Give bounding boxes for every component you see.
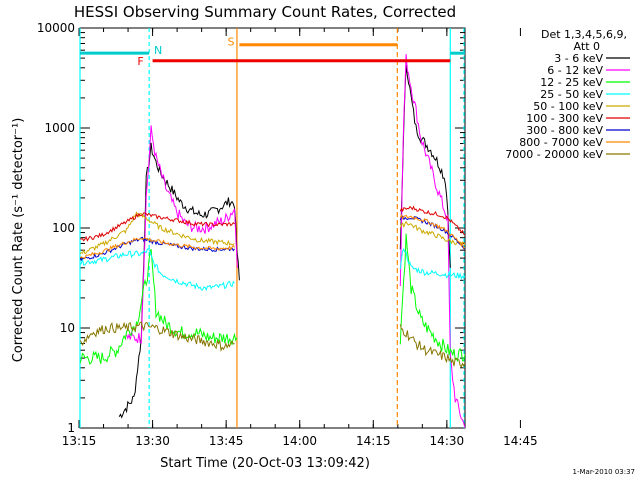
legend-header-line2: Att 0 [574, 40, 600, 53]
series-line [399, 233, 465, 363]
flag-label: F [137, 55, 143, 68]
y-axis-label: Corrected Count Rate (s⁻¹ detector⁻¹) [11, 118, 26, 363]
y-tick-label: 1000 [44, 121, 75, 135]
legend-entry-label: 300 - 800 keV [526, 124, 603, 137]
x-tick-label: 13:45 [209, 434, 244, 448]
legend-entry-label: 3 - 6 keV [554, 52, 603, 65]
series-line [80, 321, 235, 353]
y-tick-label: 10000 [37, 21, 75, 35]
series-line [399, 64, 451, 268]
series-line [80, 248, 235, 292]
legend-entry-label: 12 - 25 keV [540, 76, 603, 89]
x-tick-label: 14:00 [282, 434, 317, 448]
flag-label: S [228, 36, 235, 49]
flag-label: N [154, 44, 162, 57]
x-tick-label: 14:15 [356, 434, 391, 448]
series-line [399, 247, 465, 280]
y-tick-label: 1 [67, 421, 75, 435]
footer-timestamp: 1-Mar-2010 03:37 [573, 468, 635, 476]
series-line [399, 213, 465, 249]
series-line [399, 54, 465, 428]
y-tick-label: 10 [60, 321, 75, 335]
series-line [399, 220, 465, 246]
x-tick-label: 13:30 [135, 434, 170, 448]
chart-title: HESSI Observing Summary Count Rates, Cor… [74, 3, 456, 21]
plot-area: 13:15 13:30 13:45 14:00 14:15 14:30 14:45 1 10 10… [37, 21, 538, 448]
legend-entry-label: 100 - 300 keV [526, 112, 603, 125]
legend-entry-label: 25 - 50 keV [540, 88, 603, 101]
series-line [80, 248, 238, 365]
x-tick-label: 14:45 [503, 434, 538, 448]
series-line [126, 125, 238, 344]
series-line [80, 236, 235, 262]
legend-header-line1: Det 1,3,4,5,6,9, [541, 28, 627, 41]
series-line [118, 142, 240, 419]
x-axis-label: Start Time (20-Oct-03 13:09:42) [160, 456, 370, 471]
series-line [80, 211, 235, 255]
x-tick-label: 14:30 [430, 434, 465, 448]
series-line [399, 324, 465, 368]
x-tick-label: 13:15 [62, 434, 97, 448]
legend-entry-label: 800 - 7000 keV [519, 136, 603, 149]
series-line [399, 205, 465, 236]
series-line [80, 212, 235, 242]
series-line [80, 237, 235, 260]
y-tick-label: 100 [52, 221, 75, 235]
series-group [80, 54, 465, 428]
legend-entry-label: 6 - 12 keV [547, 64, 603, 77]
legend-entry-label: 50 - 100 keV [533, 100, 603, 113]
legend-entry-label: 7000 - 20000 keV [505, 148, 603, 161]
